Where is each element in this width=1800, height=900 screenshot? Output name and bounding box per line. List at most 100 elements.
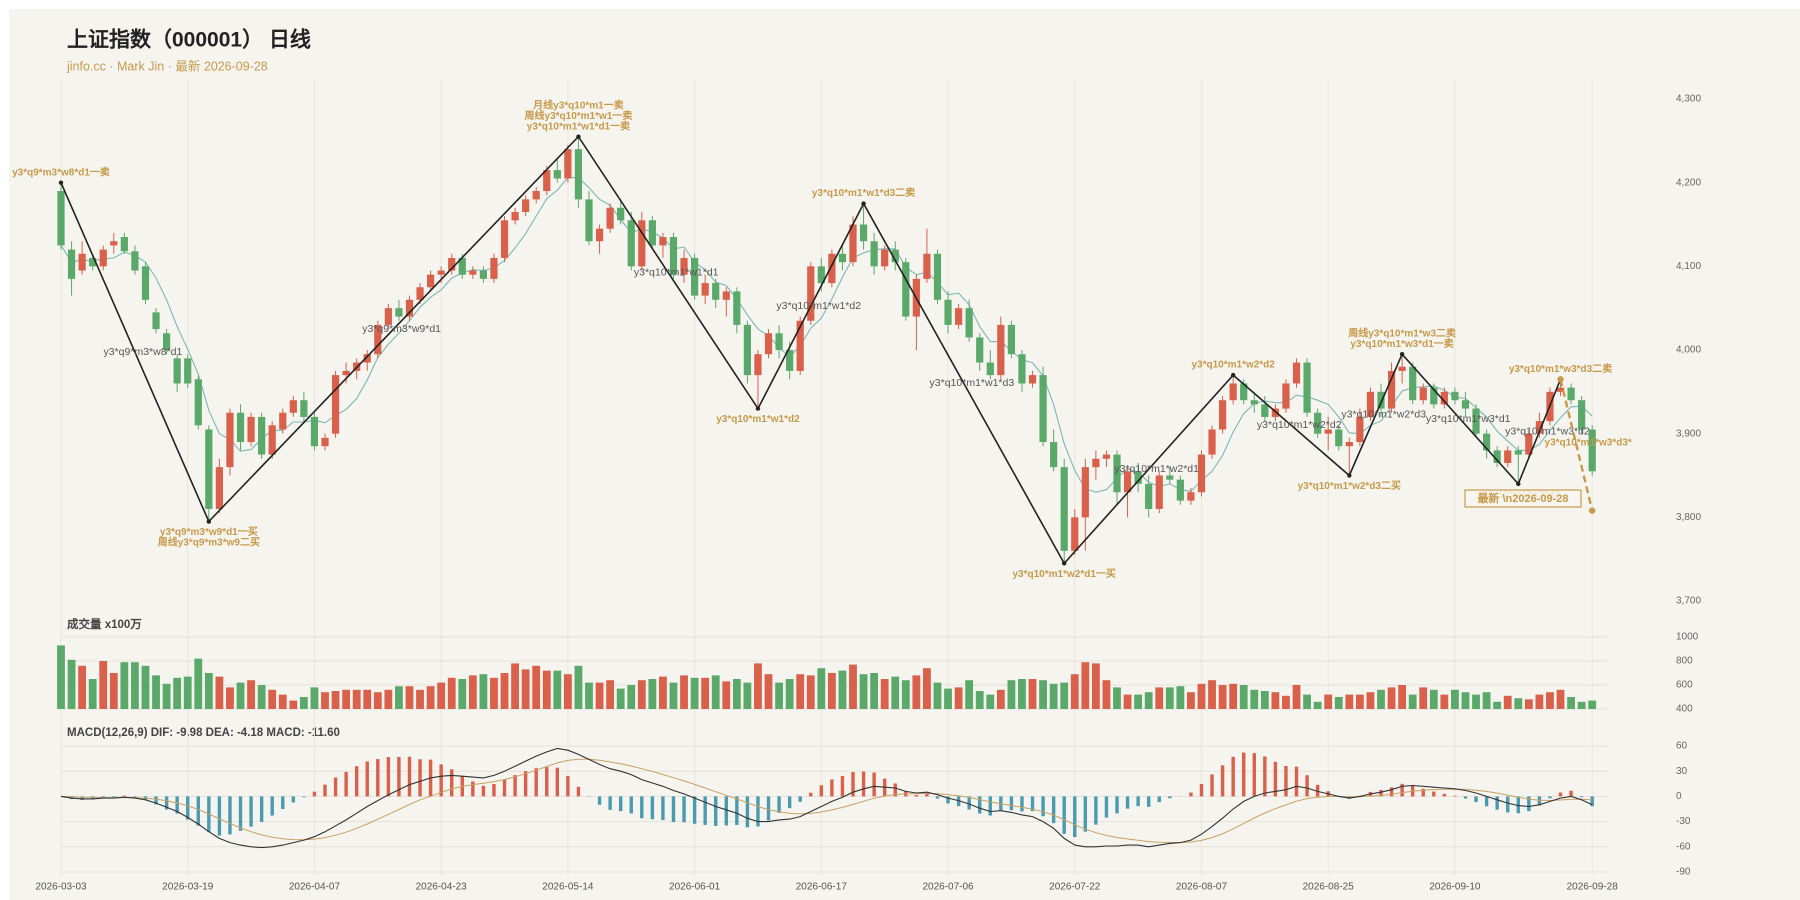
projection-dot — [1589, 507, 1596, 514]
volume-bar — [616, 688, 625, 709]
candle-body — [1556, 387, 1565, 392]
candle-body — [1166, 475, 1174, 480]
card-background — [9, 9, 1800, 900]
candle-body — [57, 191, 65, 246]
macd-bar — [629, 796, 633, 814]
candle-body — [1535, 421, 1543, 434]
macd-bar — [735, 796, 739, 825]
volume-bar — [680, 675, 688, 709]
macd-bar — [671, 796, 676, 823]
macd-bar — [1231, 756, 1235, 797]
candle-body — [955, 308, 963, 325]
macd-bar — [1569, 790, 1573, 797]
candle-body — [1345, 442, 1353, 447]
candle-body — [1366, 391, 1375, 417]
volume-bar — [1429, 689, 1438, 709]
macd-bar — [756, 796, 760, 827]
candle-body — [374, 324, 382, 355]
volume-bar — [827, 673, 836, 709]
macd-bar — [513, 775, 517, 797]
pivot-label: y3*q10*m1*w2*d1一买 — [1013, 568, 1116, 580]
macd-bar — [1083, 796, 1088, 832]
pivot-label: 周线y3*q9*m3*w9二买 — [158, 536, 260, 549]
macd-bar — [1199, 783, 1204, 797]
macd-bar — [386, 757, 391, 797]
latest-label: 最新 \n2026-09-28 — [1477, 491, 1568, 505]
candle-body — [1419, 387, 1427, 401]
volume-bar — [247, 680, 255, 709]
volume-bar — [1018, 679, 1026, 709]
macd-bar — [1062, 796, 1066, 834]
candle-body — [1493, 450, 1501, 463]
candle-body — [363, 354, 371, 363]
candle-body — [574, 149, 583, 200]
candle-body — [1440, 391, 1448, 405]
macd-bar — [196, 796, 200, 826]
macd-bar — [1020, 796, 1024, 812]
candle-body — [691, 257, 699, 296]
candle-body — [1567, 387, 1575, 401]
macd-bar — [1516, 796, 1520, 814]
volume-bar — [131, 662, 139, 709]
pivot-dot — [1230, 372, 1236, 378]
candle-body — [1282, 383, 1290, 409]
volume-bar — [109, 673, 118, 709]
volume-bar — [299, 697, 308, 709]
macd-bar — [376, 759, 380, 797]
pivot-label: y3*q10*m1*w3*d1一卖 — [1350, 337, 1453, 350]
x-tick-label: 2026-03-19 — [162, 882, 214, 893]
candle-body — [1071, 517, 1079, 551]
macd-bar — [154, 796, 158, 805]
volume-bar — [669, 682, 678, 709]
volume-bar — [1102, 680, 1111, 709]
candle-body — [944, 299, 952, 325]
candle-body — [1155, 475, 1163, 509]
macd-bar — [312, 791, 317, 797]
candle-body — [342, 370, 350, 376]
volume-bar — [732, 679, 741, 709]
volume-bar — [986, 694, 995, 709]
volume-bar — [1556, 689, 1565, 709]
segment-label: y3*q10*m1*w1*d3 — [930, 377, 1015, 389]
pivot-dot — [755, 406, 761, 411]
volume-bar — [289, 700, 298, 709]
candle-body — [331, 375, 340, 434]
volume-bar — [933, 682, 942, 709]
candle-body — [120, 237, 128, 252]
macd-bar — [164, 796, 169, 810]
macd-bar — [692, 796, 697, 824]
macd-bar — [354, 766, 359, 797]
macd-bar — [946, 796, 950, 804]
macd-bar — [1168, 796, 1172, 799]
macd-bar — [1115, 796, 1119, 814]
macd-bar — [555, 767, 560, 797]
candle-body — [416, 287, 424, 300]
candle-body — [1387, 370, 1396, 409]
y-tick-label: 400 — [1676, 704, 1693, 715]
segment-label: y3*q10*m1*w2*d2 — [1257, 419, 1342, 431]
segment-label: y3*q9*m3*w8*d1 — [104, 346, 183, 358]
candle-body — [131, 251, 139, 271]
macd-bar — [1220, 765, 1225, 797]
y-tick-label: 3,800 — [1676, 512, 1701, 523]
macd-bar — [1051, 796, 1056, 824]
candle-body — [595, 228, 604, 242]
volume-bar — [785, 679, 794, 709]
candle-body — [659, 237, 667, 246]
y-tick-label: 4,000 — [1676, 345, 1701, 356]
candle-body — [1451, 391, 1459, 401]
volume-bar — [321, 692, 329, 709]
candle-body — [226, 412, 234, 468]
candle-body — [743, 324, 751, 376]
volume-bar — [1060, 682, 1069, 709]
macd-bar — [851, 772, 855, 797]
candle-body — [986, 362, 994, 376]
volume-bar — [901, 680, 910, 709]
macd-bar — [798, 796, 802, 802]
candle-body — [859, 224, 868, 242]
y-tick-label: -60 — [1676, 841, 1691, 852]
candle-body — [532, 191, 540, 200]
candle-body — [1123, 471, 1132, 493]
candle-body — [1134, 471, 1142, 484]
volume-bar — [1197, 683, 1206, 709]
